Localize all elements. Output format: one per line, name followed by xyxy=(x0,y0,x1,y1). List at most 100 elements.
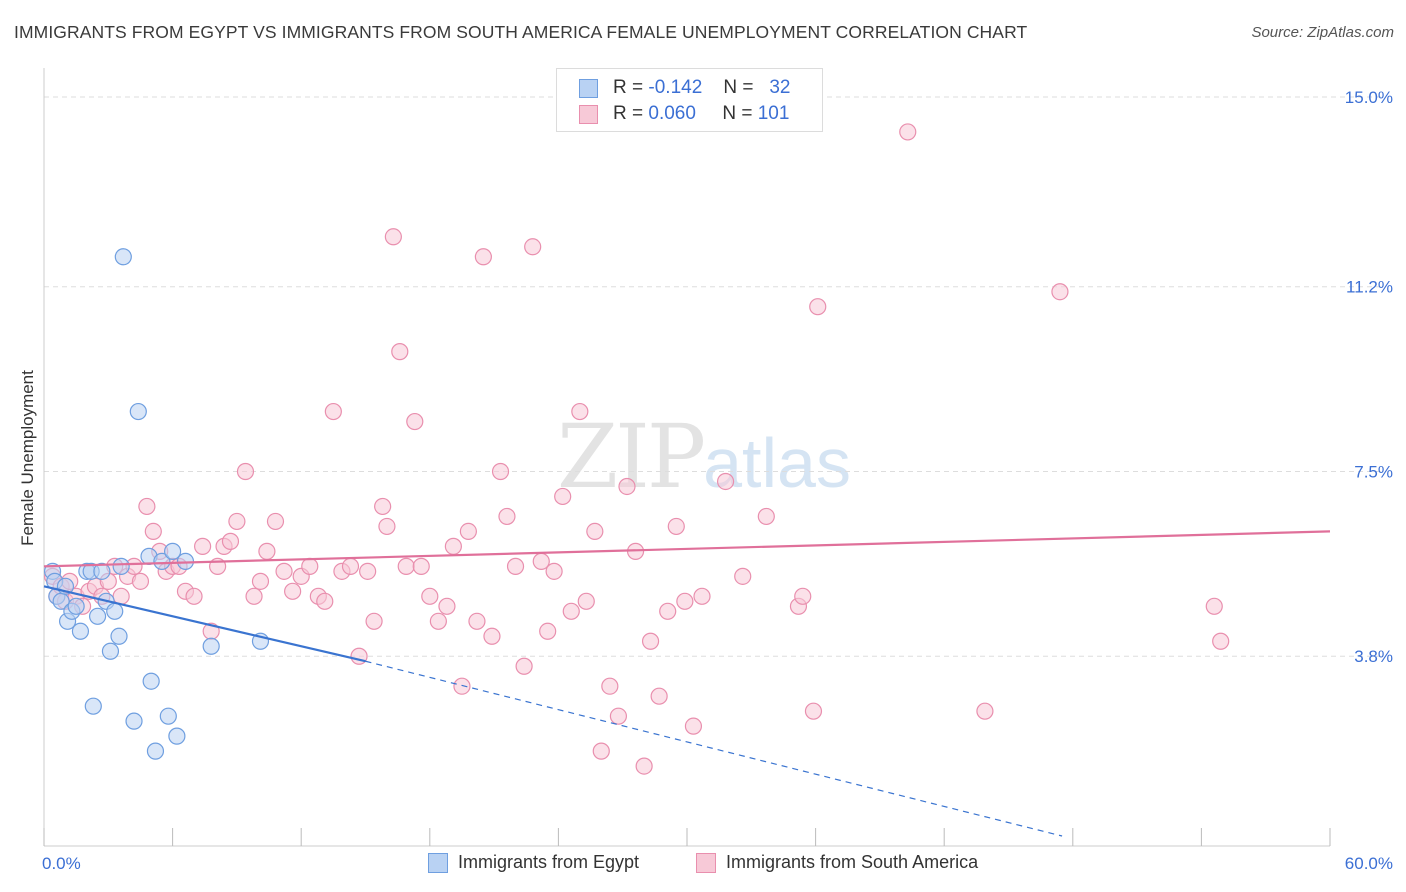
south-america-point xyxy=(245,587,263,605)
egypt-point xyxy=(110,627,128,645)
south-america-point xyxy=(185,587,203,605)
south-america-point xyxy=(757,507,775,526)
grid-layer xyxy=(44,96,1386,657)
south-america-point xyxy=(524,238,542,256)
sa-r-value: 0.060 xyxy=(648,103,696,124)
egypt-n-label: N = xyxy=(723,77,754,98)
south-america-point xyxy=(301,557,319,575)
south-america-point xyxy=(275,562,293,580)
sa-n-value: 101 xyxy=(757,103,790,124)
egypt-point xyxy=(106,602,124,620)
south-america-point xyxy=(515,657,533,675)
south-america-point xyxy=(498,507,516,526)
south-america-point xyxy=(1051,283,1069,301)
south-america-point xyxy=(324,402,342,421)
egypt-point xyxy=(142,672,160,690)
south-america-point xyxy=(194,537,212,555)
south-america-point xyxy=(577,592,595,610)
egypt-r-value: -0.142 xyxy=(648,77,703,98)
egypt-point xyxy=(159,707,177,725)
south-america-point xyxy=(684,717,703,735)
y-axis-label: Female Unemployment xyxy=(18,370,37,546)
south-america-point xyxy=(491,462,510,481)
south-america-point xyxy=(716,472,735,491)
south-america-point xyxy=(341,557,360,575)
egypt-swatch-icon xyxy=(579,79,598,98)
south-america-point xyxy=(453,677,471,695)
egypt-legend-icon xyxy=(428,853,448,873)
egypt-point xyxy=(93,562,111,580)
egypt-point xyxy=(125,712,143,730)
south-america-point xyxy=(586,522,604,541)
south-america-point xyxy=(228,512,246,531)
egypt-point xyxy=(129,402,147,421)
egypt-n-value: 32 xyxy=(769,77,791,98)
egypt-point xyxy=(146,742,165,760)
south-america-point xyxy=(794,587,812,605)
correlation-legend: R = -0.142 N = 32 R = 0.060 N = 101 xyxy=(556,68,823,132)
south-america-point xyxy=(676,592,694,610)
y-tick-label: 11.2% xyxy=(1346,278,1393,297)
egypt-point xyxy=(71,622,90,640)
south-america-point xyxy=(554,487,572,506)
south-america-point xyxy=(539,622,557,640)
egypt-trend-extension xyxy=(365,660,1063,837)
south-america-point xyxy=(251,572,270,590)
south-america-point xyxy=(483,627,501,645)
egypt-point xyxy=(84,697,102,715)
sa-n-label: N = xyxy=(722,103,753,124)
south-america-point xyxy=(144,522,162,541)
south-america-point xyxy=(899,123,917,141)
south-america-point xyxy=(316,592,334,610)
south-america-point xyxy=(365,612,383,630)
south-america-point xyxy=(429,612,447,630)
south-america-point xyxy=(976,702,994,720)
egypt-point xyxy=(114,248,132,266)
south-america-point xyxy=(391,343,409,361)
y-tick-label: 15.0% xyxy=(1345,88,1393,107)
south-america-point xyxy=(378,517,396,536)
chart-title: IMMIGRANTS FROM EGYPT VS IMMIGRANTS FROM… xyxy=(14,22,1028,42)
south-america-point xyxy=(562,602,580,620)
egypt-point xyxy=(202,637,220,655)
south-america-point xyxy=(1212,632,1230,650)
south-america-legend-label: Immigrants from South America xyxy=(726,852,979,872)
egypt-trend-line xyxy=(43,585,366,663)
y-tick-label: 3.8% xyxy=(1354,647,1393,666)
south-america-point xyxy=(138,497,156,516)
south-america-point xyxy=(421,587,439,605)
x-tick-label: 0.0% xyxy=(42,854,81,873)
egypt-r-label: R = xyxy=(613,77,644,98)
egypt-point xyxy=(67,597,85,615)
points-layer xyxy=(43,123,1230,775)
south-america-point xyxy=(374,497,392,516)
trend-layer xyxy=(43,530,1331,837)
south-america-point xyxy=(641,632,660,650)
south-america-point xyxy=(284,582,302,600)
south-america-point xyxy=(635,757,653,775)
south-america-point xyxy=(236,462,255,481)
south-america-point xyxy=(809,298,827,316)
south-america-point xyxy=(693,587,711,605)
source-label: Source: ZipAtlas.com xyxy=(1251,24,1394,41)
south-america-point xyxy=(804,702,823,720)
south-america-point xyxy=(459,522,477,541)
south-america-trend-line xyxy=(43,530,1331,568)
egypt-point xyxy=(101,642,120,660)
south-america-point xyxy=(468,612,486,630)
south-america-point xyxy=(609,707,628,725)
tick-label-layer: 3.8% 7.5% 11.2% 15.0% 0.0% 60.0% xyxy=(42,88,1393,873)
egypt-point xyxy=(164,542,182,560)
south-america-point xyxy=(406,412,424,431)
south-america-point xyxy=(359,562,377,580)
south-america-point xyxy=(258,542,276,560)
south-america-point xyxy=(571,402,589,421)
south-america-point xyxy=(1205,597,1223,615)
south-america-point xyxy=(444,537,462,555)
south-america-point xyxy=(474,248,492,266)
south-america-point xyxy=(667,517,685,536)
egypt-point xyxy=(112,557,130,575)
south-america-point xyxy=(618,477,636,496)
egypt-legend-label: Immigrants from Egypt xyxy=(458,852,640,872)
